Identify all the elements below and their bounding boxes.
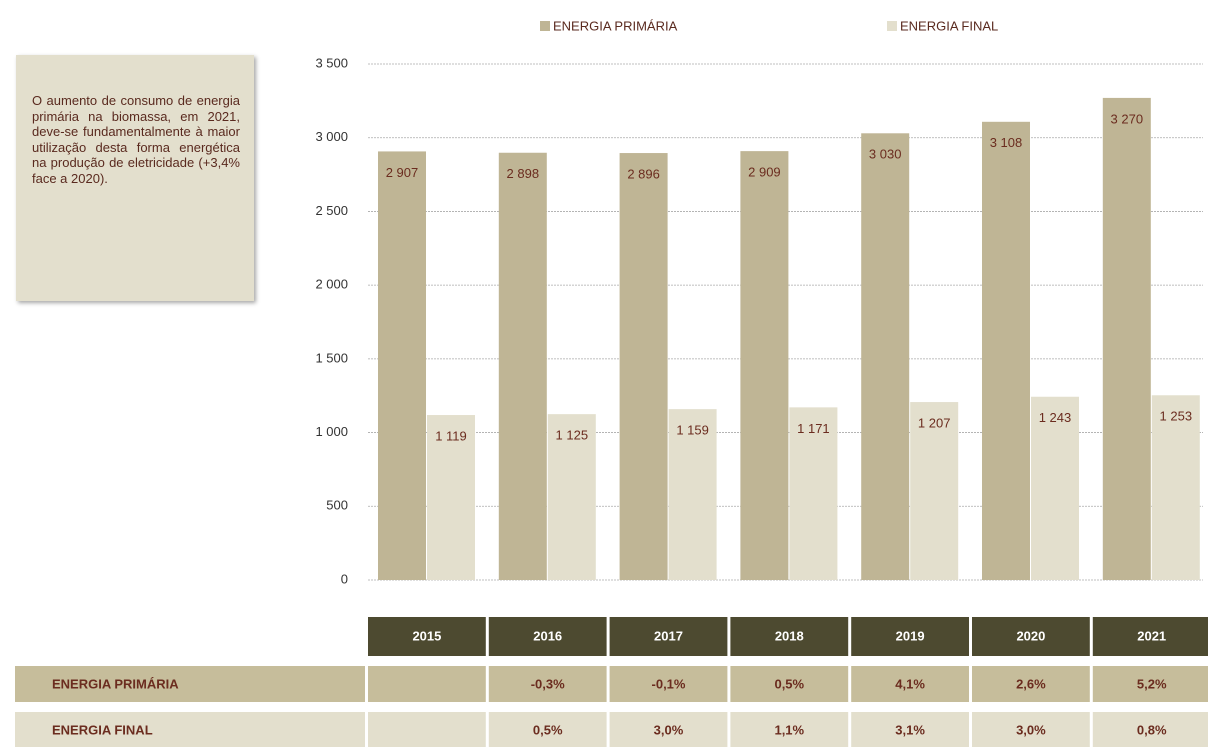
table-value: 3,0% (654, 722, 684, 737)
y-tick-label: 3 500 (315, 55, 348, 70)
y-tick-label: 2 000 (315, 277, 348, 292)
table-value: 3,0% (1016, 722, 1046, 737)
table-value: 5,2% (1137, 676, 1167, 691)
table-value: 0,8% (1137, 722, 1167, 737)
bar (1102, 97, 1151, 580)
table-value: 1,1% (774, 722, 804, 737)
table-cell (972, 712, 1090, 747)
table-cell (368, 712, 486, 747)
table-cell (851, 666, 969, 702)
y-tick-label: 3 000 (315, 129, 348, 144)
table-header-cell (488, 617, 607, 656)
bar (982, 121, 1030, 581)
table-cell (488, 666, 607, 702)
table-cell (488, 712, 607, 747)
bar (498, 152, 547, 580)
y-tick-label: 2 500 (315, 203, 348, 218)
bar (910, 402, 959, 580)
y-tick-label: 0 (341, 571, 348, 586)
table-header-cell (972, 617, 1090, 656)
table-value: -0,3% (531, 676, 565, 691)
bar (547, 414, 596, 580)
legend-label: ENERGIA FINAL (900, 18, 998, 33)
data-label: 1 207 (918, 415, 951, 430)
data-label: 2 907 (386, 165, 419, 180)
table-cell (851, 712, 969, 747)
data-label: 3 108 (990, 135, 1023, 150)
table-header-cell (730, 617, 849, 656)
table-row-label: ENERGIA PRIMÁRIA (52, 676, 179, 691)
bar (427, 415, 475, 580)
data-label: 2 909 (748, 165, 781, 180)
table-cell (368, 666, 486, 702)
table-header: 2017 (654, 628, 683, 643)
bar (378, 151, 426, 580)
data-label: 1 243 (1039, 410, 1072, 425)
table-cell (730, 666, 849, 702)
y-tick-label: 1 500 (315, 350, 348, 365)
table-header-cell (609, 617, 728, 656)
data-label: 3 030 (869, 147, 902, 162)
table-value: -0,1% (652, 676, 686, 691)
data-label: 1 119 (435, 428, 467, 443)
data-label: 1 253 (1160, 409, 1193, 424)
y-tick-label: 1 000 (315, 424, 348, 439)
table-value: 4,1% (895, 676, 925, 691)
legend-swatch (540, 21, 550, 31)
data-label: 1 171 (797, 421, 830, 436)
data-label: 3 270 (1111, 111, 1144, 126)
note: O aumento de consumo de energia primária… (16, 55, 254, 301)
bar (789, 407, 838, 580)
table-cell (1092, 666, 1208, 702)
data-label: 2 898 (507, 166, 540, 181)
legend-swatch (887, 21, 897, 31)
table-header: 2019 (896, 628, 925, 643)
data-label: 2 896 (627, 166, 660, 181)
table-cell (1092, 712, 1208, 747)
table-value: 0,5% (533, 722, 563, 737)
table-header: 2021 (1137, 628, 1166, 643)
data-label: 1 159 (676, 423, 709, 438)
table-header: 2018 (775, 628, 804, 643)
table-header: 2016 (533, 628, 562, 643)
bar (1031, 396, 1079, 580)
table-cell (972, 666, 1090, 702)
table-cell (609, 712, 728, 747)
table-header: 2020 (1016, 628, 1045, 643)
table-cell (730, 712, 849, 747)
table-value: 2,6% (1016, 676, 1046, 691)
table-cell (609, 666, 728, 702)
table-value: 3,1% (895, 722, 925, 737)
table-header-cell (368, 617, 486, 656)
legend-label: ENERGIA PRIMÁRIA (553, 18, 678, 33)
table-header-cell (1092, 617, 1208, 656)
data-label: 1 125 (556, 428, 589, 443)
table-row-label-cell (15, 712, 365, 747)
table-row-label: ENERGIA FINAL (52, 722, 153, 737)
bar (668, 409, 717, 580)
bar (619, 153, 668, 580)
bar (1151, 395, 1200, 580)
bar (740, 151, 789, 580)
table-value: 0,5% (774, 676, 804, 691)
y-tick-label: 500 (326, 498, 348, 513)
table-header-cell (851, 617, 969, 656)
bar (861, 133, 910, 580)
table-row-label-cell (15, 666, 365, 702)
table-header: 2015 (412, 628, 441, 643)
